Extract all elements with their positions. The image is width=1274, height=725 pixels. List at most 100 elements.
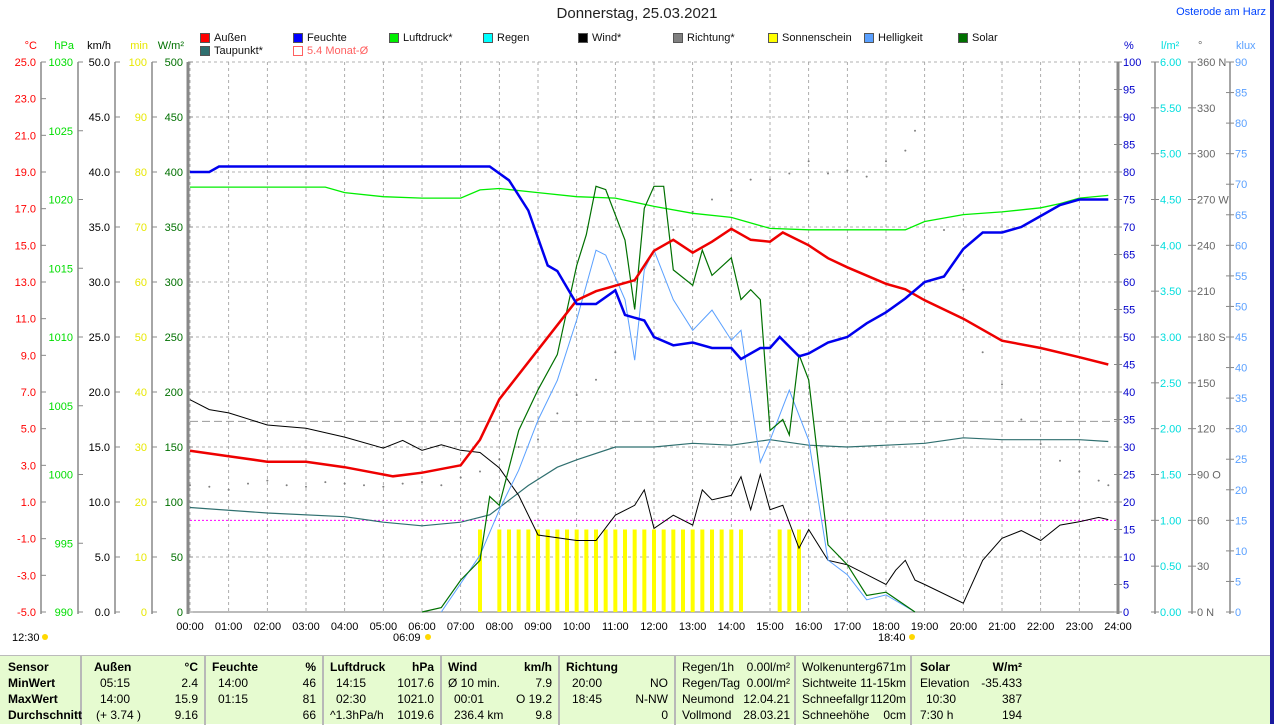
vollmond-label: Vollmond bbox=[682, 708, 732, 722]
direction-dot bbox=[614, 351, 617, 354]
wind-max-time: 00:01 bbox=[454, 692, 485, 706]
regen1h-label: Regen/1h bbox=[682, 660, 735, 674]
wind-avg10: 7.9 bbox=[535, 676, 552, 690]
regentag-value: 0.00l/m² bbox=[746, 676, 790, 690]
x-tick-label: 13:00 bbox=[679, 621, 707, 633]
x-tick-label: 04:00 bbox=[331, 621, 359, 633]
axis-tick-label: 45 bbox=[1123, 360, 1135, 372]
aussen-max-time: 14:00 bbox=[100, 692, 131, 706]
sunshine-bar bbox=[623, 529, 627, 612]
luftdruck-max-time: 02:30 bbox=[336, 692, 367, 706]
axis-tick-label: 85 bbox=[1235, 88, 1247, 100]
direction-dot bbox=[440, 484, 443, 487]
legend-item: Außen bbox=[200, 32, 246, 44]
station-name[interactable]: Osterode am Harz bbox=[1176, 6, 1266, 18]
axis-tick-label: 360 N bbox=[1197, 57, 1226, 69]
axis-tick-label: -1.0 bbox=[17, 534, 36, 546]
aussen-avg: 9.16 bbox=[174, 708, 198, 722]
sichtweite-label: Sichtweite bbox=[802, 676, 857, 690]
feuchte-min: 46 bbox=[302, 676, 316, 690]
col-sensor: Sensor MinWert MaxWert Durchschnitt bbox=[0, 656, 82, 725]
wind-avg: 9.8 bbox=[535, 708, 552, 722]
x-tick-label: 12:00 bbox=[640, 621, 668, 633]
axis-tick-label: 10 bbox=[1235, 546, 1247, 558]
axis-tick-label: 40 bbox=[1235, 363, 1247, 375]
axis-tick-label: 10 bbox=[1123, 552, 1135, 564]
direction-dot bbox=[846, 169, 849, 172]
sunshine-bar bbox=[777, 529, 782, 612]
sunshine-bar bbox=[507, 529, 511, 612]
legend-label: Helligkeit bbox=[878, 32, 923, 44]
axis-tick-label: 55 bbox=[1123, 305, 1135, 317]
x-tick-label: 01:00 bbox=[215, 621, 243, 633]
direction-dot bbox=[914, 129, 916, 132]
direction-dot bbox=[962, 288, 965, 291]
luftdruck-max: 1021.0 bbox=[397, 692, 434, 706]
sunshine-bar bbox=[526, 529, 531, 612]
direction-dot bbox=[459, 476, 462, 479]
direction-dot bbox=[730, 189, 733, 192]
axis-tick-label: 25.0 bbox=[89, 332, 110, 344]
direction-dot bbox=[904, 149, 907, 152]
series-line-luftdruck bbox=[190, 186, 1109, 231]
axis-tick-label: 200 bbox=[165, 387, 183, 399]
legend-swatch bbox=[768, 33, 778, 43]
sunshine-bar bbox=[613, 529, 618, 612]
sunshine-bar bbox=[739, 529, 743, 612]
luftdruck-trend: ^1.3hPa/h bbox=[330, 708, 384, 722]
axis-tick-label: 30 bbox=[1123, 442, 1135, 454]
legend-label: Solar bbox=[972, 32, 998, 44]
direction-dot bbox=[1059, 459, 1061, 462]
aussen-unit: °C bbox=[184, 660, 198, 674]
axis-tick-label: 1000 bbox=[49, 470, 73, 482]
series-line-außen bbox=[189, 227, 1109, 478]
x-tick-label: 20:00 bbox=[950, 621, 978, 633]
axis-tick-label: 50 bbox=[171, 552, 183, 564]
axis-tick-label: 60 bbox=[1123, 277, 1135, 289]
direction-dot bbox=[247, 482, 249, 485]
axis-tick-label: 75 bbox=[1123, 195, 1135, 207]
x-tick-label: 06:00 bbox=[408, 621, 436, 633]
axis-tick-label: 11.0 bbox=[15, 314, 36, 326]
legend-swatch bbox=[293, 33, 303, 43]
axis-tick-label: 90 bbox=[1235, 57, 1247, 69]
sunshine-bar bbox=[497, 529, 502, 612]
axis-tick-label: 25 bbox=[1235, 454, 1247, 466]
axis-tick-label: 0 bbox=[1235, 607, 1241, 619]
series-line-feuchte bbox=[190, 165, 1109, 361]
direction-dot bbox=[943, 229, 945, 232]
regen1h-value: 0.00l/m² bbox=[746, 660, 790, 674]
axis-tick-label: 55 bbox=[1235, 271, 1247, 283]
sunshine-bar bbox=[690, 529, 695, 612]
axis-tick-label: 25 bbox=[1123, 470, 1135, 482]
axis-tick-label: 20 bbox=[135, 497, 147, 509]
sunrise-icon bbox=[425, 634, 431, 640]
axis-tick-label: 23.0 bbox=[15, 94, 36, 106]
sunshine-bar bbox=[681, 529, 685, 612]
axis-tick-label: 25.0 bbox=[15, 57, 36, 69]
legend-swatch bbox=[293, 46, 303, 56]
sunshine-bar bbox=[652, 529, 656, 612]
axis-unit-label: hPa bbox=[54, 40, 74, 52]
regentag-label: Regen/Tag bbox=[682, 676, 741, 690]
axis-tick-label: 80 bbox=[1123, 167, 1135, 179]
legend-label: Regen bbox=[497, 32, 530, 44]
luftdruck-avg: 1019.6 bbox=[397, 708, 434, 722]
richtung-max: N-NW bbox=[635, 692, 668, 706]
sichtweite-value: 11-15km bbox=[860, 676, 906, 690]
x-tick-label: 15:00 bbox=[756, 621, 784, 633]
axis-tick-label: 80 bbox=[1235, 118, 1247, 130]
axis-tick-label: 0.00 bbox=[1160, 607, 1181, 619]
axis-tick-label: 1.50 bbox=[1160, 470, 1181, 482]
axis-tick-label: 210 bbox=[1197, 286, 1215, 298]
legend-item: Sonnenschein bbox=[768, 32, 852, 44]
x-tick-label: 16:00 bbox=[795, 621, 823, 633]
sunset-label: 18:40 bbox=[878, 632, 906, 644]
legend-label: Wind* bbox=[592, 32, 622, 44]
axis-unit-label: W/m² bbox=[158, 40, 185, 52]
legend-label: 5.4 Monat-Ø bbox=[307, 45, 369, 57]
axis-tick-label: 20.0 bbox=[89, 387, 110, 399]
x-tick-label: 22:00 bbox=[1027, 621, 1055, 633]
sunrise-label: 06:09 bbox=[393, 632, 421, 644]
aussen-header: Außen bbox=[94, 660, 132, 674]
